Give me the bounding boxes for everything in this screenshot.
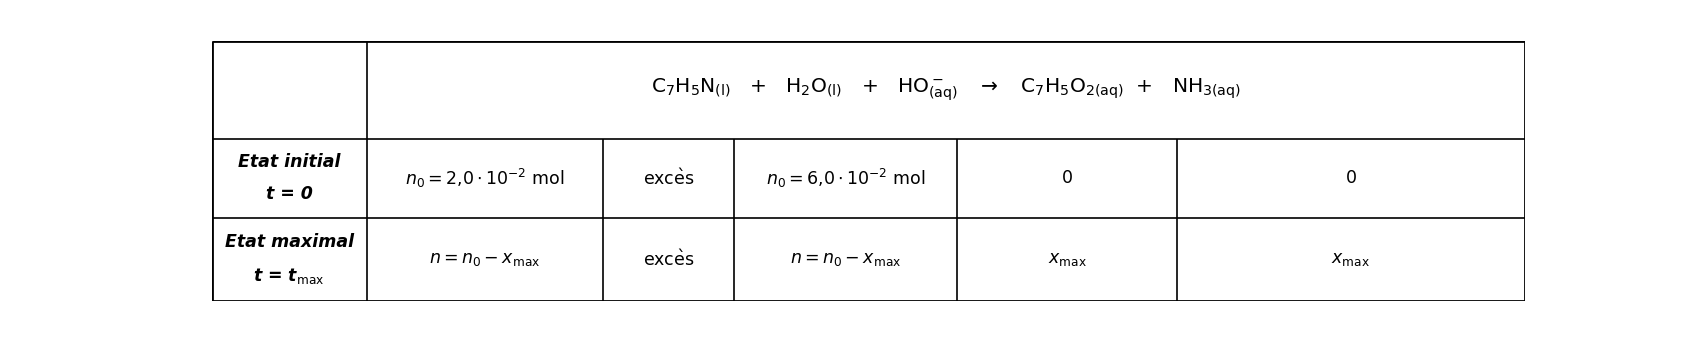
Text: $\mathrm{C_7H_5N_{(l)}}$   $+$   $\mathrm{H_2O_{(l)}}$   $+$   $\mathrm{HO^-_{(a: $\mathrm{C_7H_5N_{(l)}}$ $+$ $\mathrm{H_… [650, 77, 1240, 103]
Text: Etat maximal
t = t$_\mathrm{max}$: Etat maximal t = t$_\mathrm{max}$ [225, 233, 354, 286]
Text: $n = n_0 - x_\mathrm{max}$: $n = n_0 - x_\mathrm{max}$ [429, 250, 540, 268]
Text: $n_0 = 2{,}0 \cdot 10^{-2}\ \mathrm{mol}$: $n_0 = 2{,}0 \cdot 10^{-2}\ \mathrm{mol}… [405, 167, 564, 190]
Text: $n_0 = 6{,}0 \cdot 10^{-2}\ \mathrm{mol}$: $n_0 = 6{,}0 \cdot 10^{-2}\ \mathrm{mol}… [766, 167, 925, 190]
Text: $x_\mathrm{max}$: $x_\mathrm{max}$ [1047, 250, 1086, 268]
Text: $0$: $0$ [1060, 169, 1072, 188]
Text: $n = n_0 - x_\mathrm{max}$: $n = n_0 - x_\mathrm{max}$ [789, 250, 901, 268]
Text: $0$: $0$ [1345, 169, 1357, 188]
Text: $\mathrm{exc\grave{e}s}$: $\mathrm{exc\grave{e}s}$ [644, 249, 695, 269]
Text: $x_\mathrm{max}$: $x_\mathrm{max}$ [1331, 250, 1370, 268]
Text: $\mathrm{exc\grave{e}s}$: $\mathrm{exc\grave{e}s}$ [644, 168, 695, 189]
Text: Etat initial
t = 0: Etat initial t = 0 [237, 153, 340, 203]
